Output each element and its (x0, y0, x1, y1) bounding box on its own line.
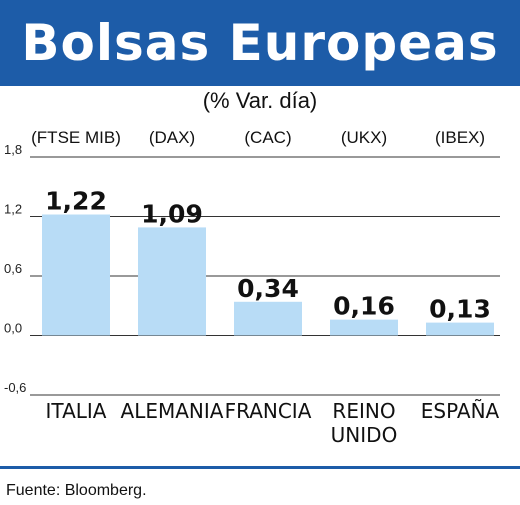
y-tick-label: -0,6 (4, 380, 26, 395)
value-label: 1,09 (141, 199, 203, 228)
chart-subtitle: (% Var. día) (202, 88, 318, 113)
value-label: 0,34 (237, 274, 299, 303)
title-banner: Bolsas Europeas (0, 0, 520, 86)
y-tick-label: 1,8 (4, 142, 22, 157)
source-note: Fuente: Bloomberg. (6, 482, 147, 499)
bar-chart: 1,8 1,2 0,6 0,0 -0,6 (FTSE MIB) (DAX) (CAC) (UK… (4, 128, 500, 447)
y-tick-label: 1,2 (4, 202, 22, 217)
value-label: 0,16 (333, 292, 395, 321)
index-code-label: (FTSE MIB) (31, 128, 121, 147)
category-label: ITALIA (46, 399, 107, 423)
bar (234, 301, 302, 336)
index-code-label: (IBEX) (435, 128, 485, 147)
category-label: FRANCIA (225, 399, 312, 423)
value-label: 0,13 (429, 295, 491, 324)
y-tick-label: 0,0 (4, 321, 22, 336)
value-label: 1,22 (45, 187, 107, 216)
chart-title: Bolsas Europeas (21, 14, 499, 72)
bar (42, 214, 110, 336)
category-label: ESPAÑA (421, 399, 500, 423)
index-code-label: (CAC) (244, 128, 291, 147)
bottom-rule (0, 466, 520, 469)
category-label: ALEMANIA (121, 399, 224, 423)
bar (426, 322, 494, 336)
index-code-label: (DAX) (149, 128, 195, 147)
category-label: UNIDO (331, 423, 398, 447)
bar (330, 319, 398, 336)
index-code-label: (UKX) (341, 128, 387, 147)
category-label: REINO (332, 399, 395, 423)
bar (138, 227, 206, 336)
y-tick-label: 0,6 (4, 261, 22, 276)
